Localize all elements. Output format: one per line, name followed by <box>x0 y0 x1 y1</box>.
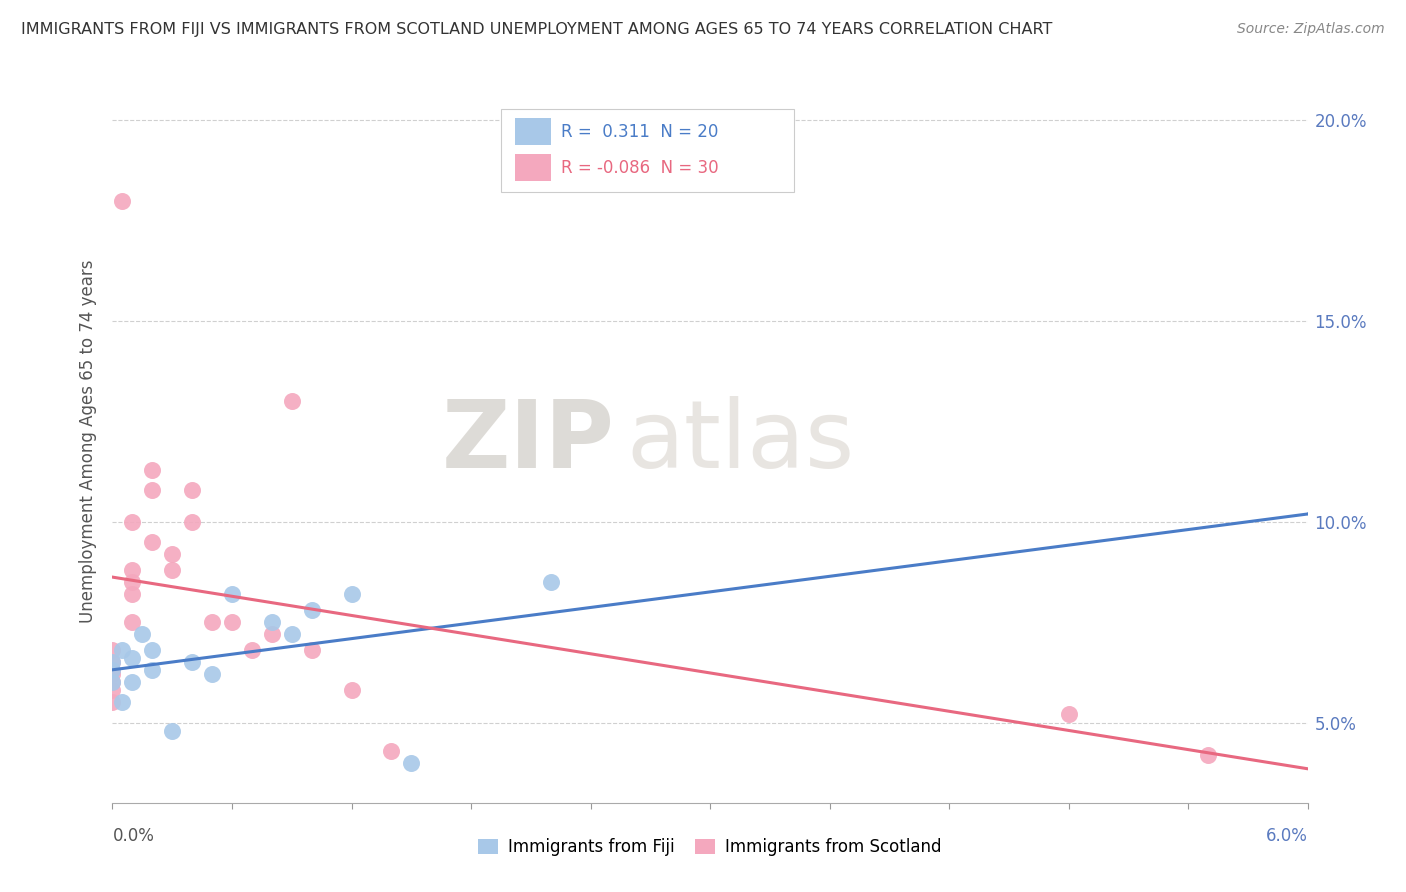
Point <box>181 655 204 669</box>
Point <box>281 394 304 409</box>
Point <box>101 675 124 690</box>
Bar <box>515 154 551 181</box>
Point <box>340 683 363 698</box>
Point <box>121 651 143 665</box>
Point <box>121 675 143 690</box>
Point <box>141 643 163 657</box>
Text: ZIP: ZIP <box>441 395 614 488</box>
Point <box>340 587 363 601</box>
Point <box>131 627 153 641</box>
Point <box>101 683 124 698</box>
Point <box>141 534 163 549</box>
Point <box>141 462 163 476</box>
Point <box>301 603 323 617</box>
Point <box>162 723 183 738</box>
Text: IMMIGRANTS FROM FIJI VS IMMIGRANTS FROM SCOTLAND UNEMPLOYMENT AMONG AGES 65 TO 7: IMMIGRANTS FROM FIJI VS IMMIGRANTS FROM … <box>21 22 1053 37</box>
Point <box>121 515 143 529</box>
Text: R =  0.311  N = 20: R = 0.311 N = 20 <box>561 122 718 141</box>
Point <box>101 655 124 669</box>
Point <box>380 744 402 758</box>
Point <box>260 615 283 630</box>
Point <box>401 756 423 770</box>
Point <box>181 515 204 529</box>
Point <box>201 615 224 630</box>
Point <box>281 627 304 641</box>
Text: Source: ZipAtlas.com: Source: ZipAtlas.com <box>1237 22 1385 37</box>
Text: R = -0.086  N = 30: R = -0.086 N = 30 <box>561 159 718 177</box>
Point <box>111 194 134 208</box>
Bar <box>515 118 551 145</box>
Point <box>162 547 183 561</box>
Point <box>162 563 183 577</box>
Point <box>111 643 134 657</box>
Point <box>101 696 124 710</box>
Point <box>101 643 124 657</box>
Point <box>141 483 163 497</box>
Point <box>1057 707 1080 722</box>
Point <box>101 664 124 678</box>
Point <box>101 655 124 669</box>
Text: 6.0%: 6.0% <box>1265 827 1308 845</box>
Point <box>260 627 283 641</box>
FancyBboxPatch shape <box>501 109 794 193</box>
Point <box>101 675 124 690</box>
Point <box>121 587 143 601</box>
Point <box>121 615 143 630</box>
Y-axis label: Unemployment Among Ages 65 to 74 years: Unemployment Among Ages 65 to 74 years <box>79 260 97 624</box>
Legend: Immigrants from Fiji, Immigrants from Scotland: Immigrants from Fiji, Immigrants from Sc… <box>472 831 948 863</box>
Point <box>141 664 163 678</box>
Point <box>221 615 243 630</box>
Point <box>240 643 263 657</box>
Point <box>101 667 124 681</box>
Point <box>111 696 134 710</box>
Text: atlas: atlas <box>627 395 855 488</box>
Point <box>121 563 143 577</box>
Point <box>1197 747 1219 762</box>
Point <box>201 667 224 681</box>
Point <box>121 574 143 589</box>
Point <box>221 587 243 601</box>
Point <box>301 643 323 657</box>
Point <box>540 574 562 589</box>
Point <box>181 483 204 497</box>
Text: 0.0%: 0.0% <box>112 827 155 845</box>
Point <box>101 664 124 678</box>
